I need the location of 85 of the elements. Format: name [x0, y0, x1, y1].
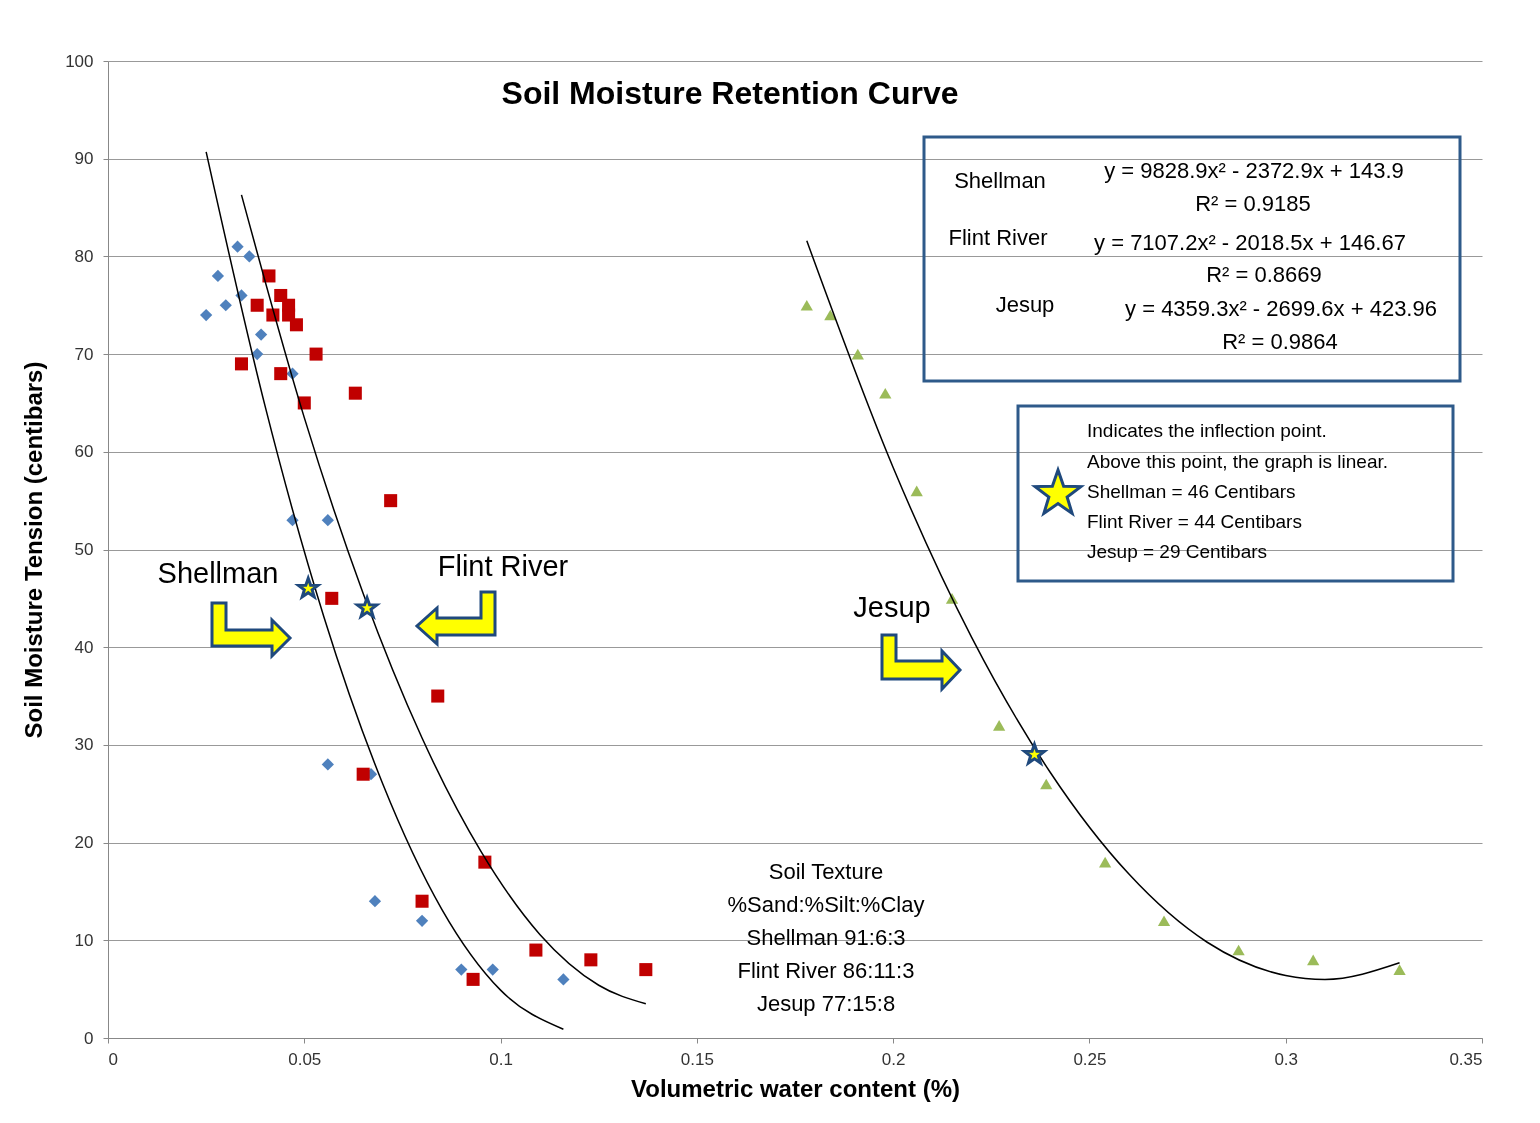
y-tick-label: 100 — [65, 51, 94, 71]
x-tick-label: 0.15 — [680, 1049, 714, 1069]
y-tick-label: 60 — [74, 442, 94, 462]
y-tick-label: 70 — [74, 344, 94, 364]
point — [800, 299, 813, 311]
x-axis-title: Volumetric water content (%) — [631, 1074, 960, 1102]
point — [1393, 964, 1406, 975]
point — [879, 387, 892, 399]
point — [234, 357, 248, 371]
point — [1040, 778, 1053, 790]
annotation: %Sand:%Silt:%Clay — [727, 892, 925, 917]
annotation: Flint River = 44 Centibars — [1087, 511, 1302, 532]
point — [415, 914, 429, 927]
annotation: Flint River — [437, 550, 569, 582]
chart-title: Soil Moisture Retention Curve — [501, 75, 959, 111]
point — [274, 288, 288, 302]
point — [254, 328, 268, 341]
point — [851, 348, 864, 360]
annotation: Above this point, the graph is linear. — [1087, 451, 1389, 472]
point — [321, 514, 334, 527]
y-tick-label: 50 — [74, 540, 94, 559]
point — [200, 308, 213, 322]
point — [557, 973, 570, 986]
point — [639, 963, 653, 977]
point — [993, 720, 1006, 731]
point — [309, 347, 323, 361]
annotation: Flint River — [948, 225, 1048, 250]
point — [910, 485, 923, 497]
y-tick-label: 10 — [74, 930, 94, 950]
annotation: R² = 0.9864 — [1222, 329, 1338, 354]
annotation: Shellman = 46 Centibars — [1087, 481, 1296, 502]
point — [455, 963, 468, 976]
y-tick-label: 0 — [84, 1028, 94, 1048]
y-tick-label: 80 — [74, 246, 94, 266]
y-tick-label: 40 — [74, 637, 94, 657]
annotation: Flint River 86:11:3 — [737, 958, 915, 983]
point — [1157, 915, 1171, 927]
annotation: y = 9828.9x² - 2372.9x + 143.9 — [1104, 158, 1404, 183]
point — [348, 386, 362, 400]
point — [250, 298, 264, 312]
point — [325, 591, 339, 605]
annotation: Shellman — [157, 557, 279, 589]
point — [384, 494, 398, 508]
x-tick-label: 0.25 — [1073, 1049, 1107, 1069]
point — [529, 943, 543, 957]
point — [1099, 856, 1112, 868]
annotation: y = 7107.2x² - 2018.5x + 146.67 — [1094, 230, 1406, 255]
annotation: y = 4359.3x² - 2699.6x + 423.96 — [1125, 296, 1437, 321]
y-tick-label: 30 — [74, 735, 94, 755]
point — [321, 758, 334, 771]
point — [466, 972, 480, 986]
point — [486, 963, 499, 976]
point — [415, 894, 429, 908]
point — [211, 269, 225, 283]
point — [274, 367, 288, 381]
point — [584, 953, 598, 967]
point — [231, 240, 244, 253]
point — [1232, 944, 1245, 956]
point — [368, 895, 382, 908]
annotation: Indicates the inflection point. — [1087, 420, 1327, 441]
annotation: Jesup — [853, 591, 931, 623]
annotation: R² = 0.8669 — [1206, 262, 1322, 287]
annotation: Jesup 77:15:8 — [756, 991, 896, 1016]
x-tick-label: 0.35 — [1449, 1049, 1483, 1069]
point — [243, 250, 256, 263]
x-tick-label: 0.3 — [1274, 1049, 1299, 1069]
y-axis-title: Soil Moisture Tension (centibars) — [20, 361, 48, 739]
annotation: Jesup = 29 Centibars — [1087, 541, 1268, 562]
x-tick-label: 0.05 — [288, 1049, 322, 1069]
point — [356, 767, 370, 781]
y-tick-label: 20 — [74, 833, 94, 853]
x-tick-label: 0.2 — [881, 1049, 906, 1069]
point — [1307, 954, 1320, 966]
annotation: Shellman 91:6:3 — [746, 925, 906, 950]
point — [251, 347, 264, 361]
x-tick-label: 0.1 — [489, 1049, 513, 1069]
point — [431, 689, 445, 703]
y-tick-label: 90 — [74, 149, 94, 169]
annotation: Soil Texture — [768, 859, 884, 884]
point — [219, 299, 232, 312]
x-tick-label: 0 — [108, 1049, 118, 1069]
annotation: Shellman — [954, 168, 1046, 193]
annotation: R² = 0.9185 — [1195, 191, 1311, 216]
annotation: Jesup — [995, 292, 1055, 317]
point — [289, 318, 303, 332]
